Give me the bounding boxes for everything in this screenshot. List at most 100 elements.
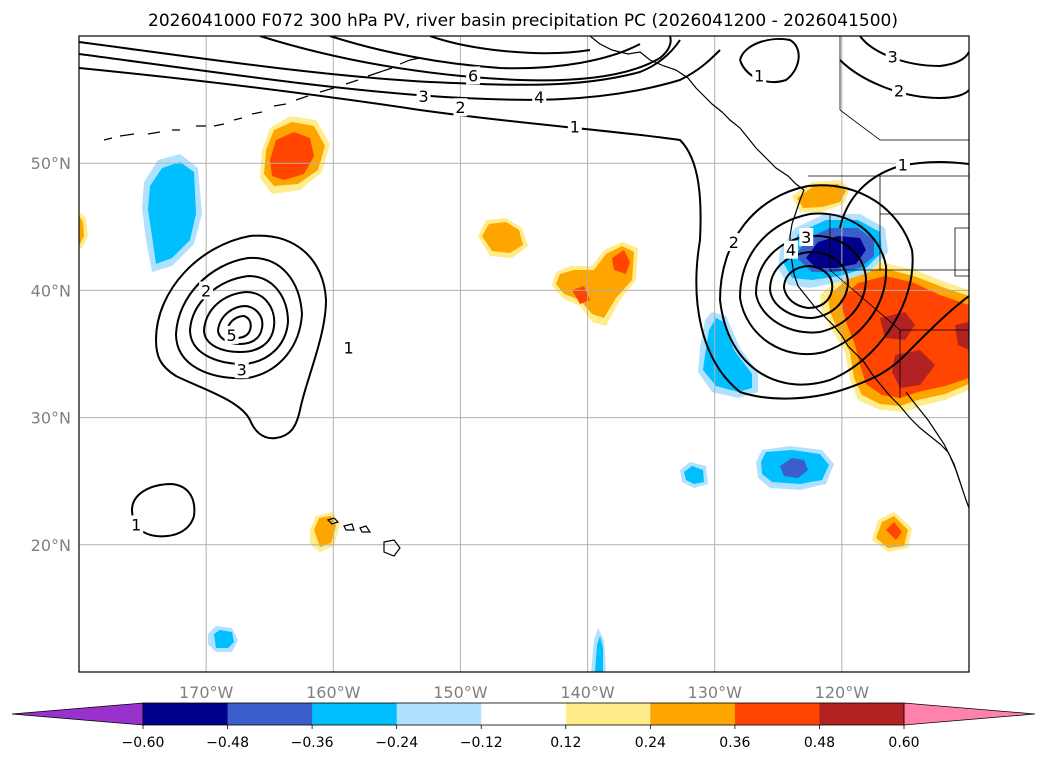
contour-north-4 — [259, 36, 672, 82]
contour-label-bg — [752, 66, 767, 85]
colorbar: −0.60 −0.48 −0.36 −0.24 −0.12 0.12 0.24 0.36 0.4… — [11, 702, 1036, 751]
contour-label: 2 — [729, 233, 739, 252]
contour-canada-2 — [839, 59, 969, 100]
contour-label: 6 — [468, 66, 478, 85]
colorbar-tick-label: 0.36 — [719, 735, 750, 751]
colorbar-extend-low — [11, 702, 144, 726]
colorbar-outline — [142, 702, 905, 726]
precip-region-central-pacific-red — [572, 250, 630, 304]
contour-label-bg — [129, 515, 144, 534]
contour-south-1 — [130, 482, 196, 538]
contour-label: 4 — [534, 88, 544, 107]
contour-canada-3 — [859, 36, 969, 68]
colorbar-segment — [819, 703, 905, 725]
contour-westcoast-6 — [782, 264, 834, 310]
precip-region-south-small-cyan — [214, 630, 234, 648]
precip-region-westcoast-navy — [806, 236, 866, 268]
contour-north-6 — [329, 36, 641, 70]
y-tick-label: 50°N — [31, 154, 71, 173]
precip-region-southwest-us-darkred — [880, 312, 969, 388]
chart-title: 2026041000 F072 300 hPa PV, river basin … — [148, 11, 898, 31]
pv-contours — [79, 36, 969, 538]
contour-north-2 — [79, 49, 721, 101]
colorbar-tick-label: 0.12 — [550, 735, 581, 751]
map-frame — [78, 35, 970, 673]
contour-north-3 — [79, 39, 681, 86]
contour-label-bg — [726, 233, 741, 252]
y-axis-ticks: 50°N 40°N 30°N 20°N — [31, 154, 71, 555]
colorbar-tick-label: −0.24 — [375, 735, 418, 751]
colorbar-segment — [312, 703, 398, 725]
y-tick-label: 30°N — [31, 409, 71, 428]
precip-region-east-central-orange — [482, 222, 523, 253]
precip-region-subtropical-blue — [780, 458, 808, 478]
x-tick-label: 160°W — [306, 683, 361, 702]
contour-label: 4 — [786, 241, 796, 260]
colorbar-tick-label: 0.60 — [888, 735, 919, 751]
colorbar-segment — [734, 703, 820, 725]
precip-region-small-cyan-core — [684, 466, 704, 484]
x-axis-ticks: 170°W 160°W 150°W 140°W 130°W 120°W — [179, 683, 869, 702]
state-borders — [829, 36, 969, 398]
contour-label-bg — [224, 325, 239, 344]
x-tick-label: 150°W — [433, 683, 488, 702]
colorbar-extend-high — [903, 702, 1036, 726]
contour-label-bg — [199, 281, 214, 300]
contour-north-1 — [79, 67, 969, 400]
contour-label: 1 — [570, 117, 580, 136]
colorbar-segment — [481, 703, 567, 725]
colorbar-tick-label: −0.48 — [206, 735, 249, 751]
x-tick-label: 170°W — [179, 683, 234, 702]
contour-label: 3 — [888, 47, 898, 66]
grid-lines — [79, 36, 969, 672]
contour-north-inner — [429, 36, 591, 55]
contour-label: 5 — [226, 326, 236, 345]
contour-label: 3 — [418, 87, 428, 106]
y-tick-label: 20°N — [31, 536, 71, 555]
precip-region-northwest-red — [270, 132, 314, 180]
contour-label: 1 — [754, 66, 764, 85]
contour-label-bg — [532, 88, 547, 107]
x-tick-label: 140°W — [560, 683, 615, 702]
x-tick-label: 130°W — [688, 683, 743, 702]
x-tick-label: 120°W — [815, 683, 870, 702]
colorbar-segment — [396, 703, 482, 725]
precip-region-thin-streak-cyan — [595, 636, 603, 672]
contour-label-bg — [784, 240, 798, 259]
colorbar-tick-label: −0.60 — [122, 735, 165, 751]
contour-label-bg — [567, 117, 582, 136]
precip-region-baja-red — [886, 522, 902, 540]
colorbar-segment — [227, 703, 313, 725]
contour-central-1 — [154, 234, 328, 440]
contour-label-bg — [466, 66, 481, 85]
contour-central-2 — [174, 256, 304, 380]
contour-label-bg — [885, 47, 900, 66]
precip-region-offshore-cyan — [703, 318, 752, 392]
contour-label: 1 — [131, 515, 141, 534]
contour-westcoast-3 — [738, 212, 888, 356]
contour-label: 1 — [898, 155, 908, 174]
contour-label-bg — [799, 227, 814, 246]
precip-region-hawaii-orange — [314, 516, 336, 547]
precip-region-left-edge-orange — [79, 216, 84, 244]
contour-label: 3 — [801, 228, 811, 247]
contour-label-bg — [416, 86, 431, 105]
contour-label: 2 — [455, 98, 465, 117]
colorbar-tick-label: 0.24 — [635, 735, 666, 751]
contour-label: 2 — [894, 82, 904, 101]
contour-label-bg — [453, 98, 468, 117]
hawaii-islands — [326, 517, 401, 557]
colorbar-tick-label: −0.36 — [291, 735, 334, 751]
colorbar-tick-label: −0.12 — [460, 735, 503, 751]
aleutian-islands — [103, 57, 421, 141]
colorbar-segment — [143, 703, 229, 725]
contour-label: 2 — [201, 281, 211, 300]
contour-westcoast-2 — [718, 184, 914, 386]
colorbar-segment — [650, 703, 736, 725]
contour-label: 3 — [237, 360, 247, 379]
contour-label-bg — [341, 338, 356, 357]
coastlines — [103, 36, 969, 557]
